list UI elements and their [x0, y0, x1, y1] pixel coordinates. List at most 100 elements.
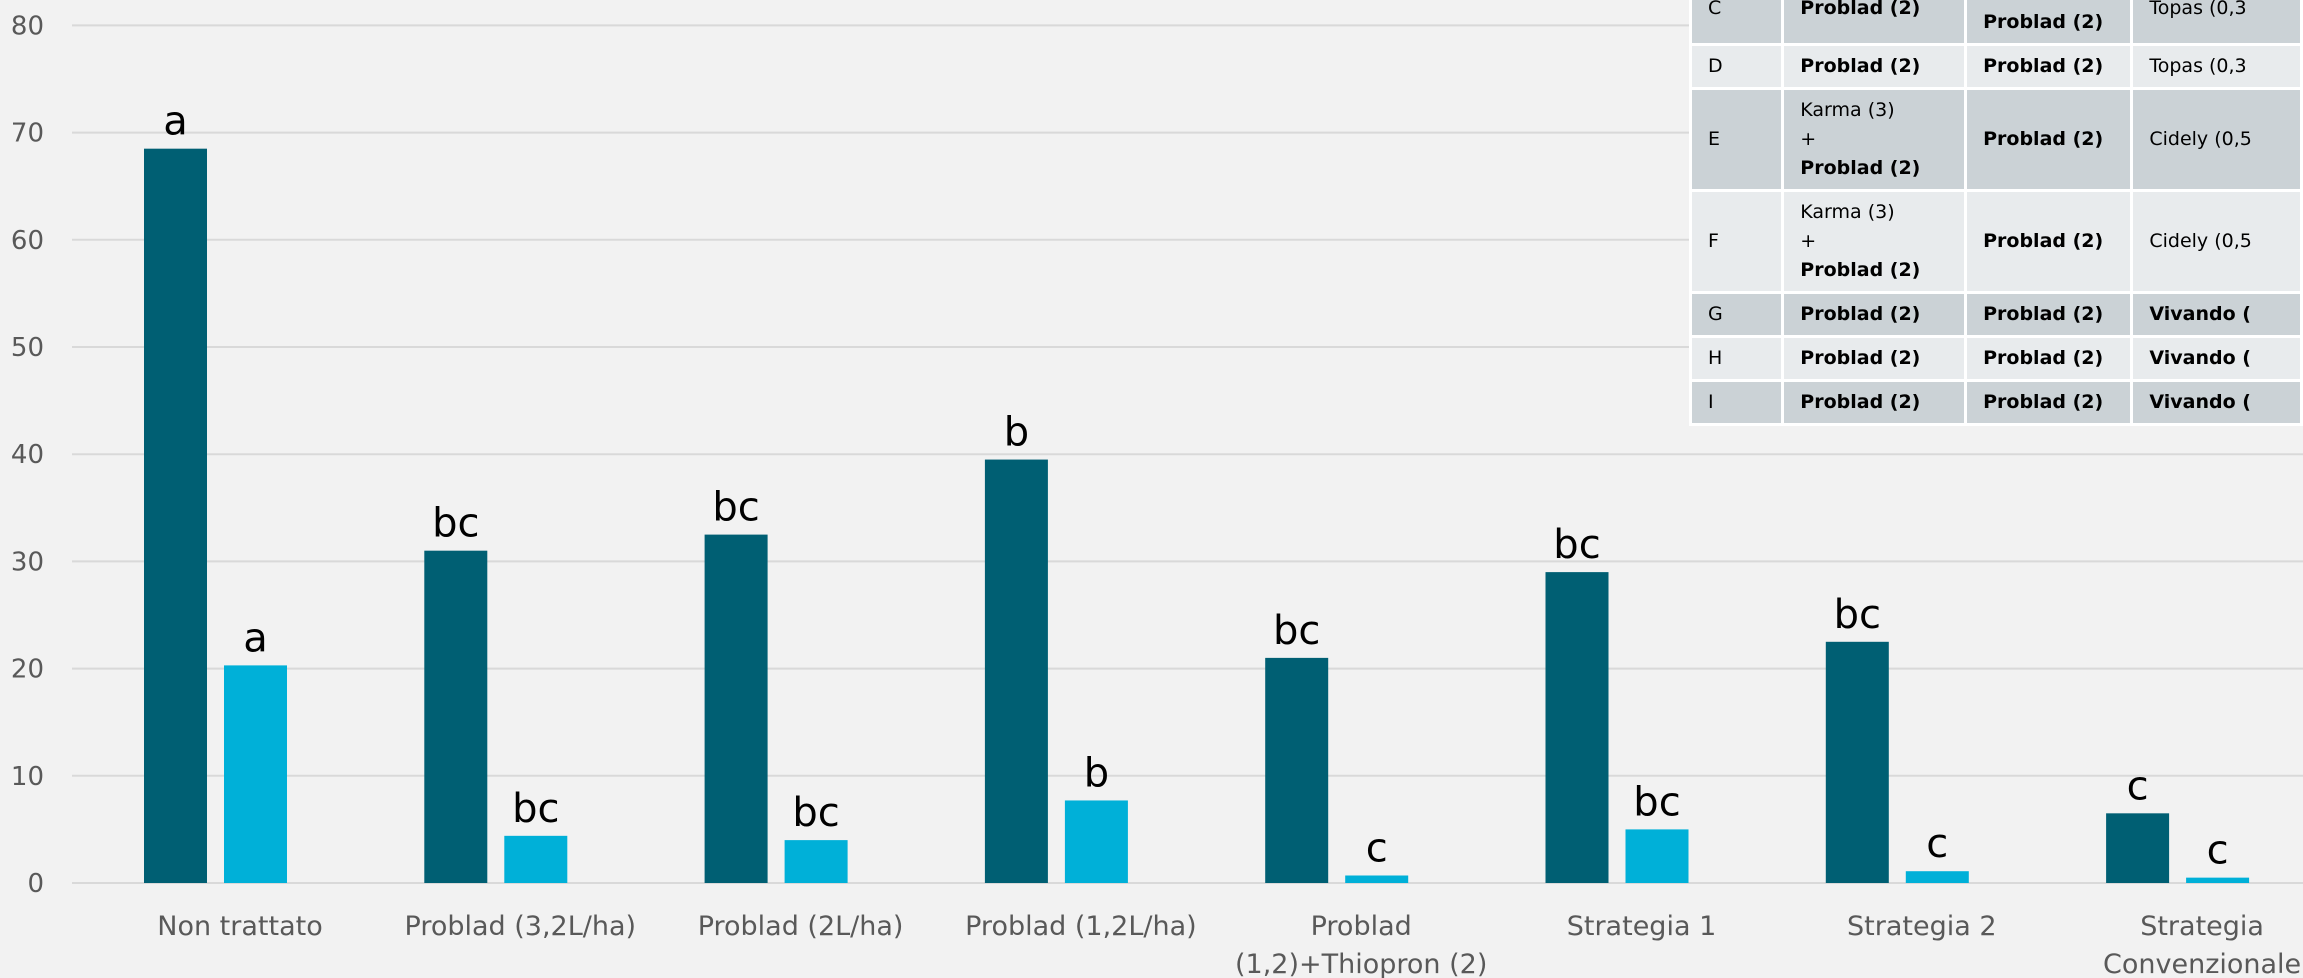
bar	[704, 534, 768, 883]
y-tick-label: 70	[11, 119, 44, 149]
x-category-label: Strategia	[2140, 911, 2264, 942]
x-category-label: Problad (2L/ha)	[698, 911, 904, 942]
cell-line: Problad (2)	[1983, 128, 2104, 150]
bar	[1064, 800, 1128, 883]
significance-label: bc	[1273, 608, 1320, 654]
y-tick-label: 10	[11, 762, 44, 792]
table-row: G Problad (2) Problad (2) Vivando (	[1688, 291, 2303, 338]
cell-line: Problad (2)	[1983, 303, 2104, 325]
table-cell: Problad (2)	[1781, 43, 1968, 90]
table-cell: Karma (3) + Problad (2)	[1781, 189, 1968, 294]
cell-line: Vivando (	[2149, 303, 2251, 325]
table-cell: Problad (2)	[1964, 335, 2134, 382]
cell-line: Problad (2)	[1983, 347, 2104, 369]
y-tick-label: 30	[11, 547, 44, 577]
y-tick-label: 20	[11, 655, 44, 685]
bar	[784, 840, 848, 883]
table-cell: Topas (0,3	[2130, 0, 2303, 46]
cell-line: Cidely (0,5	[2149, 128, 2252, 150]
table-cell: Cidely (0,5	[2130, 87, 2303, 192]
bar	[2106, 813, 2170, 883]
cell-line: Problad (2)	[1800, 303, 1921, 325]
cell-line: Problad (2)	[1800, 391, 1921, 413]
table-cell: E	[1688, 87, 1785, 192]
table-cell: Problad (2)	[1781, 0, 1968, 46]
table-cell: Problad (2)	[1964, 43, 2134, 90]
table-cell: Problad (2)	[1964, 379, 2134, 426]
cell-line: +	[1800, 128, 1817, 150]
significance-label: c	[2207, 828, 2229, 874]
significance-label: bc	[1633, 779, 1680, 825]
significance-label: bc	[712, 485, 759, 531]
x-category-label: Problad	[1311, 911, 1412, 942]
significance-label: bc	[1553, 522, 1600, 568]
cell-line: G	[1708, 303, 1723, 325]
bar	[224, 665, 287, 883]
table-row: E Karma (3) + Problad (2) Problad (2) Cidely …	[1688, 87, 2303, 192]
cell-line: Problad (2)	[1800, 259, 1921, 281]
cell-line: Problad (2)	[1800, 157, 1921, 179]
significance-label: bc	[792, 790, 839, 836]
x-category-label: Strategia 2	[1847, 911, 1997, 942]
x-category-label: Problad (3,2L/ha)	[405, 911, 637, 942]
bar	[504, 835, 568, 883]
table-cell: Problad (2)	[1964, 189, 2134, 294]
cell-line: +	[1983, 0, 2120, 8]
x-category-label: Convenzionale	[2103, 949, 2301, 978]
cell-line: H	[1708, 347, 1723, 369]
cell-line: D	[1708, 55, 1723, 77]
table-cell: I	[1688, 379, 1785, 426]
y-tick-label: 80	[11, 11, 44, 41]
y-tick-label: 40	[11, 440, 44, 470]
table-cell: Problad (2)	[1964, 87, 2134, 192]
y-tick-label: 50	[11, 333, 44, 363]
cell-line: Problad (2)	[1983, 391, 2104, 413]
table-cell: G	[1688, 291, 1785, 338]
cell-line: F	[1708, 230, 1719, 252]
table-cell: Karma (3) + Problad (2)	[1781, 87, 1968, 192]
table-row: H Problad (2) Problad (2) Vivando (	[1688, 335, 2303, 382]
cell-line: Topas (0,3	[2149, 55, 2247, 77]
bar	[984, 459, 1048, 883]
x-category-label: Problad (1,2L/ha)	[965, 911, 1197, 942]
x-category-label: Strategia 1	[1567, 911, 1717, 942]
table-cell: H	[1688, 335, 1785, 382]
cell-line: +	[1800, 230, 1817, 252]
cell-line: Cidely (0,5	[2149, 230, 2252, 252]
cell-line: I	[1708, 391, 1714, 413]
table-cell: Problad (2)	[1781, 379, 1968, 426]
y-tick-label: 60	[11, 226, 44, 256]
bar	[1905, 871, 1969, 883]
table-cell: D	[1688, 43, 1785, 90]
significance-label: bc	[1834, 592, 1881, 638]
table-cell: C	[1688, 0, 1785, 46]
bar	[1625, 829, 1689, 883]
cell-line: C	[1708, 0, 1722, 19]
x-category-label: (1,2)+Thiopron (2)	[1235, 949, 1487, 978]
treatment-table: C Problad (2) + Problad (2) Topas (0,3 D Probl…	[1688, 0, 2303, 426]
table-cell: Problad (2)	[1781, 335, 1968, 382]
cell-line: Karma (3)	[1800, 99, 1895, 121]
cell-line: Problad (2)	[1983, 230, 2104, 252]
bar	[1345, 875, 1409, 883]
table-cell: Vivando (	[2130, 335, 2303, 382]
table-cell: Problad (2)	[1964, 291, 2134, 338]
significance-label: a	[243, 615, 268, 661]
significance-label: c	[2127, 763, 2149, 809]
table-row: C Problad (2) + Problad (2) Topas (0,3	[1688, 0, 2303, 46]
significance-label: bc	[512, 786, 559, 832]
bar	[424, 550, 488, 883]
cell-line: Problad (2)	[1800, 0, 1921, 19]
cell-line: Problad (2)	[1983, 55, 2104, 77]
cell-line: Vivando (	[2149, 391, 2251, 413]
significance-label: b	[1004, 410, 1029, 456]
bar	[1545, 572, 1609, 883]
x-category-label: Non trattato	[157, 911, 322, 942]
cell-line: Topas (0,3	[2149, 0, 2247, 19]
bar	[2186, 877, 2250, 883]
table-cell: Vivando (	[2130, 291, 2303, 338]
table-cell: Topas (0,3	[2130, 43, 2303, 90]
table-cell: Problad (2)	[1781, 291, 1968, 338]
significance-label: c	[1366, 825, 1388, 871]
table-row: F Karma (3) + Problad (2) Problad (2) Cidely …	[1688, 189, 2303, 294]
